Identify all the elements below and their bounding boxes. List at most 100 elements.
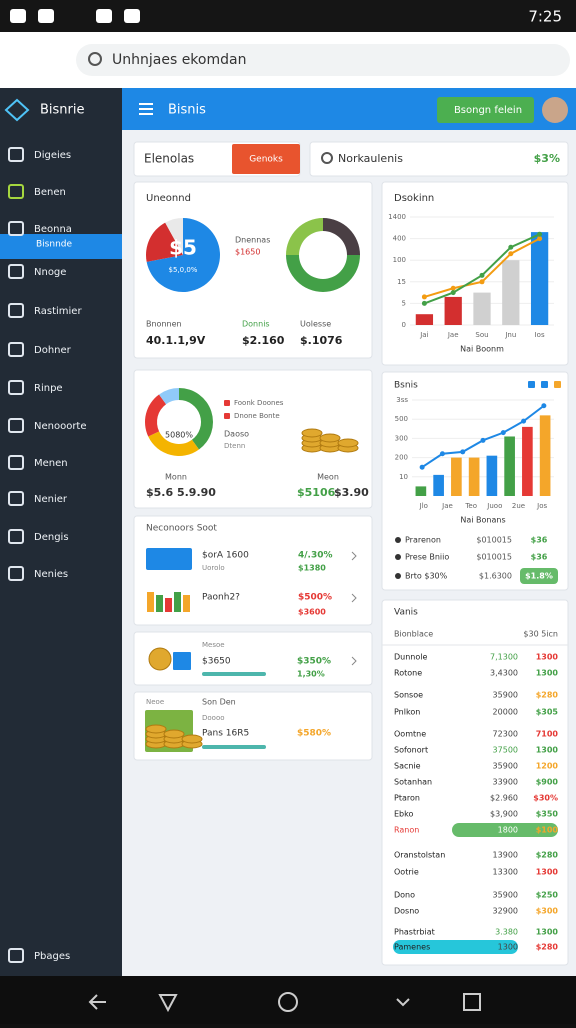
table-cell: 37500	[493, 746, 518, 755]
pie-slice	[159, 388, 179, 405]
product-icon	[156, 595, 163, 612]
recents-button[interactable]	[463, 993, 481, 1011]
table-header: Bionblace	[394, 630, 433, 639]
search-text[interactable]: Norkaulenis	[338, 152, 403, 165]
header-button-label[interactable]: Bsongn felein	[454, 105, 522, 116]
table-cell: Dunnole	[394, 653, 427, 662]
table-cell: Phastrbiat	[394, 928, 435, 937]
x-tick-label: Juoo	[486, 502, 502, 510]
legend-swatch	[224, 413, 230, 419]
item-name: $orA 1600	[202, 551, 249, 561]
item-sub-value: $3600	[298, 608, 326, 617]
progress-bar	[202, 745, 266, 749]
item-value: 4/.30%	[298, 551, 333, 561]
legend-swatch	[541, 381, 548, 388]
line-point	[537, 236, 543, 242]
chevron-button[interactable]	[396, 998, 410, 1007]
brand-logo	[4, 98, 30, 122]
nav-icon	[8, 264, 24, 279]
table-cell: 1300	[536, 928, 559, 937]
row-value: $010015	[476, 553, 512, 562]
pie-slice	[146, 218, 220, 292]
line-point	[450, 290, 456, 296]
status-icon	[124, 9, 140, 23]
stat-value: $3.90	[334, 486, 369, 499]
line-point	[541, 403, 547, 409]
table-cell: $250	[536, 891, 559, 900]
table-cell: 1300	[536, 653, 559, 662]
toolbar-button-label[interactable]: Genoks	[249, 155, 283, 165]
bar	[522, 426, 533, 496]
stat-value: $5106	[297, 486, 336, 499]
nav-footer[interactable]: Pbages	[34, 951, 70, 962]
table-cell: $900	[536, 778, 559, 787]
table-cell: 33900	[493, 778, 518, 787]
home-button[interactable]	[278, 992, 298, 1012]
nav-icon	[8, 380, 24, 395]
table-cell: Oomtne	[394, 730, 426, 739]
x-tick-label: Jos	[536, 502, 547, 510]
row-extra: $36	[531, 536, 548, 545]
bar	[451, 457, 462, 496]
back-button[interactable]	[88, 994, 106, 1010]
avatar[interactable]	[542, 97, 568, 123]
nav-item[interactable]: Nenooorte	[34, 421, 87, 432]
url-bar[interactable]	[76, 44, 570, 76]
table-cell: Oranstolstan	[394, 851, 445, 860]
table-cell: Sonsoe	[394, 691, 423, 700]
tab-label[interactable]: Elenolas	[144, 152, 194, 166]
nav-item[interactable]: Dengis	[34, 532, 69, 543]
row-extra[interactable]: $1.8%	[525, 572, 553, 581]
product-icon	[147, 592, 154, 612]
nav-item[interactable]: Nenies	[34, 569, 68, 580]
stat-value: $5.6 5.9.90	[146, 486, 216, 499]
coin	[337, 438, 359, 448]
nav-item[interactable]: Beonna	[34, 224, 72, 235]
item-name: $3650	[202, 657, 231, 667]
pie-slice	[146, 222, 183, 262]
chevron[interactable]	[351, 593, 357, 603]
toolbar-button[interactable]	[232, 144, 300, 174]
bottom-nav	[0, 976, 576, 1024]
legend-swatch	[224, 400, 230, 406]
axis-title: Nai Bonans	[460, 516, 505, 525]
nav-item[interactable]: Dohner	[34, 345, 72, 356]
header-button[interactable]	[437, 97, 534, 123]
card-title: Neconoors Soot	[146, 524, 217, 534]
bar	[468, 457, 480, 496]
row-dot	[395, 537, 401, 543]
chevron[interactable]	[351, 551, 357, 561]
chevron[interactable]	[351, 656, 357, 666]
nav-item[interactable]: Digeies	[34, 150, 71, 161]
legend-swatch	[528, 381, 535, 388]
home-triangle[interactable]	[158, 994, 178, 1013]
line-point	[508, 244, 514, 250]
nav-icon	[8, 491, 24, 506]
table-cell: 13900	[493, 851, 518, 860]
menu-icon	[139, 108, 153, 110]
pie-slice	[286, 255, 360, 292]
legend-text: Dnone Bonte	[234, 412, 280, 420]
row-button[interactable]	[520, 568, 558, 584]
table-cell: 3.380	[495, 928, 518, 937]
table-cell: Sacnie	[394, 762, 421, 771]
line-point	[421, 300, 427, 306]
table-cell: Ootrie	[394, 868, 419, 877]
item-value: $580%	[297, 729, 331, 739]
nav-item[interactable]: Nenier	[34, 494, 68, 505]
nav-item[interactable]: Nnoge	[34, 267, 66, 278]
table-cell: Sotanhan	[394, 778, 432, 787]
legend-text: Dnennas	[235, 236, 270, 245]
nav-item[interactable]: Rinpe	[34, 383, 63, 394]
item-sub-value: 1,30%	[297, 670, 325, 679]
card	[133, 515, 373, 626]
nav-item[interactable]: Rastimier	[34, 306, 82, 317]
nav-active-label[interactable]: Bisnnde	[36, 240, 72, 250]
x-tick-label: 2ue	[512, 502, 525, 510]
bar	[486, 455, 498, 496]
coin	[301, 428, 323, 438]
pie-slice	[323, 218, 360, 255]
nav-item[interactable]: Menen	[34, 458, 68, 469]
row-highlight	[393, 940, 518, 954]
nav-item[interactable]: Benen	[34, 187, 66, 198]
